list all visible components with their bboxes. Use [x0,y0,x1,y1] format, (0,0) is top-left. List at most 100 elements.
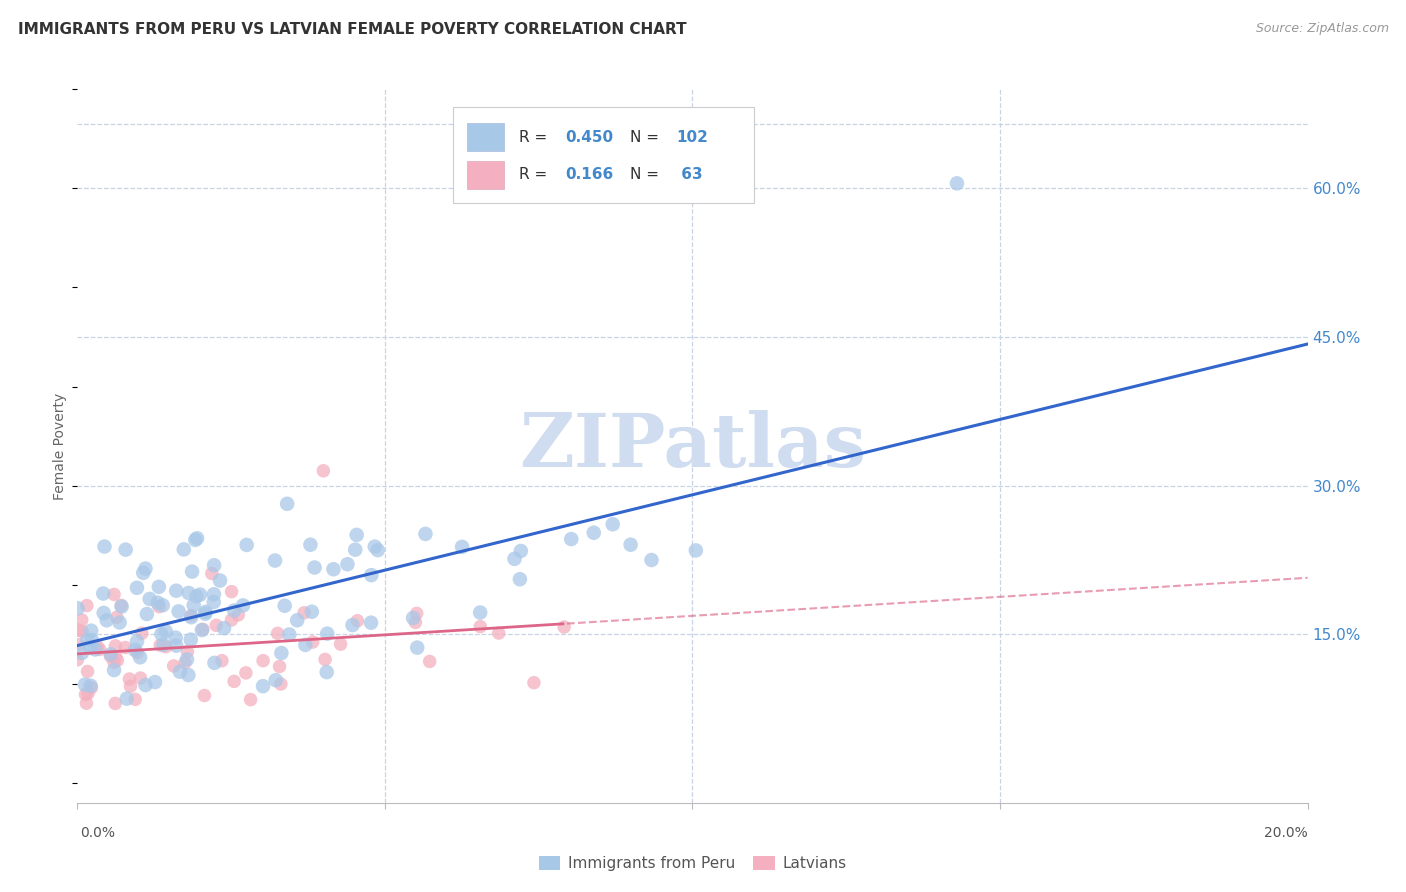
Point [360,568,382,582]
Point [138,591,160,606]
Point [202,558,225,573]
Point [79,640,101,655]
Point [89,642,111,657]
Point [77,686,100,700]
Point [346,614,368,628]
Point [405,607,427,621]
Point [235,538,257,552]
Point [152,638,174,652]
Text: 63: 63 [676,168,703,182]
Point [322,562,344,576]
Point [184,533,207,547]
Point [470,606,492,620]
Text: R =: R = [519,168,553,182]
Point [177,668,200,682]
Point [402,611,425,625]
Point [163,659,186,673]
Point [205,618,228,632]
Point [124,692,146,706]
Point [211,654,233,668]
Point [104,639,127,653]
Point [294,638,316,652]
Point [165,631,187,645]
Point [226,607,249,622]
Point [276,497,298,511]
Point [75,687,97,701]
Point [165,639,187,653]
Point [124,643,146,657]
Point [232,599,254,613]
Point [148,599,170,614]
Point [553,620,575,634]
Point [239,692,262,706]
Point [186,531,208,545]
Point [104,649,127,664]
Point [336,558,359,572]
Point [103,655,125,669]
Point [523,675,546,690]
Point [221,613,243,627]
Point [105,610,128,624]
Point [292,606,315,620]
Point [143,675,166,690]
Point [235,665,257,680]
Point [93,540,115,554]
Point [301,605,323,619]
Point [620,538,643,552]
Point [470,619,492,633]
Point [84,642,107,657]
Point [404,615,426,630]
Point [150,627,173,641]
Point [509,572,531,586]
Point [111,599,134,614]
Point [186,589,208,603]
Point [346,528,368,542]
Point [152,599,174,613]
Point [224,674,246,689]
Point [132,566,155,580]
Point [149,638,172,652]
Text: ZIPatlas: ZIPatlas [519,409,866,483]
Point [135,607,157,621]
Point [503,551,526,566]
Point [329,637,352,651]
Point [66,653,89,667]
Point [204,656,226,670]
Point [167,604,190,618]
Point [212,621,235,635]
Point [582,525,605,540]
Point [342,618,364,632]
Point [155,624,177,639]
Point [180,608,202,623]
Point [173,542,195,557]
Point [314,652,336,666]
Point [191,623,214,637]
Point [252,654,274,668]
Point [114,542,136,557]
Point [685,543,707,558]
Point [177,586,200,600]
Point [80,633,103,648]
Point [115,691,138,706]
Point [364,540,387,554]
Point [70,613,93,627]
Point [80,681,103,695]
Text: 0.450: 0.450 [565,129,614,145]
Point [67,638,90,652]
Point [315,665,337,679]
Point [946,177,969,191]
Point [100,649,122,664]
Point [451,540,474,554]
Point [66,601,89,615]
Point [181,565,204,579]
Point [169,665,191,679]
Point [103,587,125,601]
Point [79,679,101,693]
Point [188,588,211,602]
Point [110,599,132,613]
Point [70,624,93,639]
Point [108,615,131,630]
Point [264,673,287,688]
Point [312,464,335,478]
Point [114,640,136,655]
